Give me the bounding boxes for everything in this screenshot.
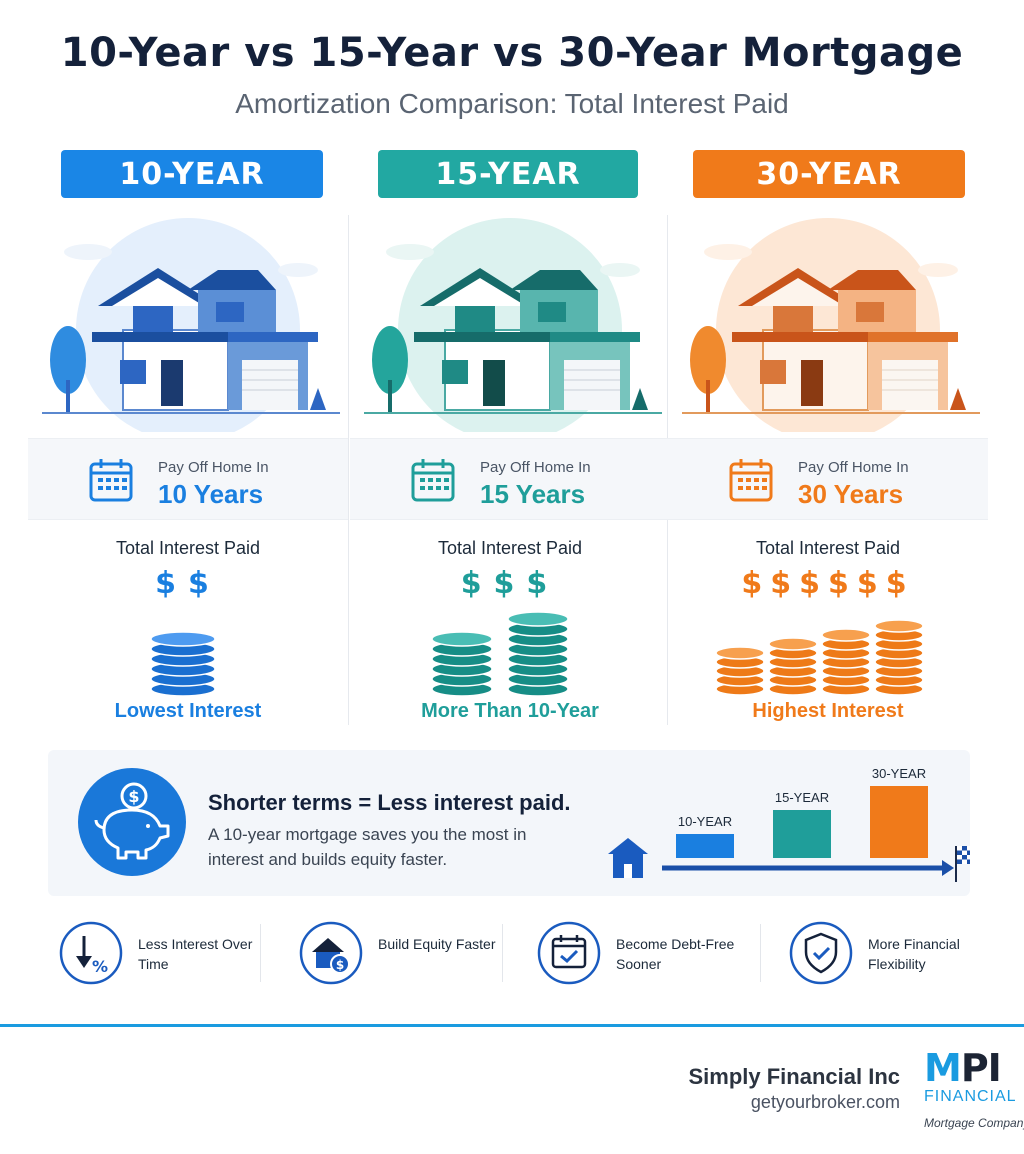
payoff-label: Pay Off Home In <box>158 459 269 476</box>
chart-bar-label: 30-YEAR <box>872 766 926 781</box>
calendar-icon <box>411 459 455 502</box>
term-comparison-chart: 10-YEAR 15-YEAR 30-YEAR <box>608 750 977 896</box>
house-illustration <box>28 210 348 442</box>
benefit-divider <box>260 924 261 982</box>
calendar-icon <box>729 459 773 502</box>
verdict-text: More Than 10-Year <box>421 700 599 722</box>
summary-body: A 10-year mortgage saves you the most in… <box>208 825 527 869</box>
svg-text:$: $ <box>336 958 344 972</box>
benefit-label: Become Debt-Free Sooner <box>616 936 735 972</box>
coin-stacks <box>28 603 348 703</box>
summary-panel: $ Shorter terms = Less interest paid. A … <box>48 750 977 896</box>
verdict-text: Highest Interest <box>752 700 904 722</box>
chart-bar <box>870 786 928 858</box>
coin-stack <box>150 631 216 697</box>
footer-rule <box>0 1024 1024 1027</box>
column-10-year: 10-YEAR <box>28 148 348 738</box>
payoff-panel: Pay Off Home In 15 Years <box>350 438 670 520</box>
page-subtitle: Amortization Comparison: Total Interest … <box>235 88 789 119</box>
coin-stack <box>715 646 765 696</box>
benefit-flexibility: More Financial Flexibility <box>778 918 1008 988</box>
benefit-divider <box>760 924 761 982</box>
chart-bar-label: 15-YEAR <box>775 790 829 805</box>
down-arrow-percent-icon: % <box>59 921 123 985</box>
payoff-panel: Pay Off Home In 10 Years <box>28 438 348 520</box>
house-dollar-icon: $ <box>299 921 363 985</box>
coin-stack <box>431 631 493 697</box>
benefit-debt-free: Become Debt-Free Sooner <box>526 918 756 988</box>
coin-stack <box>821 628 871 696</box>
logo-sub: FINANCIAL <box>924 1088 1017 1105</box>
interest-label: Total Interest Paid <box>115 538 261 558</box>
logo-tagline: Mortgage Company <box>924 1116 1024 1130</box>
footer-brand: Simply Financial Inc getyourbroker.com <box>688 1064 900 1113</box>
coin-stack <box>768 637 818 696</box>
coin-stacks <box>350 603 670 703</box>
benefit-divider <box>502 924 503 982</box>
banner-15-year: 15-YEAR <box>378 150 638 198</box>
company-name: Simply Financial Inc <box>688 1064 900 1089</box>
benefit-build-equity: $ Build Equity Faster <box>288 918 518 988</box>
chart-bar-label: 10-YEAR <box>678 814 732 829</box>
benefit-label: Build Equity Faster <box>378 936 496 952</box>
shield-check-icon <box>789 921 853 985</box>
banner-10-year: 10-YEAR <box>61 150 323 198</box>
column-divider <box>348 215 349 725</box>
interest-label: Total Interest Paid <box>437 538 583 558</box>
svg-text:%: % <box>92 957 108 976</box>
summary-headline: Shorter terms = Less interest paid. <box>208 790 571 815</box>
piggy-bank-icon: $ <box>78 768 186 876</box>
coin-stacks <box>668 603 988 703</box>
coin-stack <box>874 619 924 696</box>
calendar-icon <box>89 459 133 502</box>
company-url[interactable]: getyourbroker.com <box>750 1092 900 1112</box>
chart-bar <box>676 834 734 858</box>
house-illustration <box>350 210 670 442</box>
company-logo: MPI FINANCIAL Mortgage Company <box>922 1046 1024 1136</box>
house-icon <box>608 838 648 878</box>
verdict-text: Lowest Interest <box>114 700 262 722</box>
calendar-check-icon <box>537 921 601 985</box>
column-30-year: 30-YEAR <box>668 148 988 738</box>
payoff-years: 10 Years <box>158 479 264 509</box>
dollar-signs: $$$ <box>460 566 560 601</box>
interest-label: Total Interest Paid <box>755 538 901 558</box>
logo-mark: MPI <box>924 1046 1002 1090</box>
banner-30-year: 30-YEAR <box>693 150 965 198</box>
benefit-label: More Financial Flexibility <box>868 936 960 972</box>
column-15-year: 15-YEAR <box>350 148 670 738</box>
payoff-label: Pay Off Home In <box>480 459 591 476</box>
payoff-label: Pay Off Home In <box>798 459 909 476</box>
dollar-signs: $$$$$$ <box>741 566 915 601</box>
benefit-less-interest: % Less Interest Over Time <box>48 918 278 988</box>
checkered-flag-icon <box>955 846 977 882</box>
coin-stack <box>507 611 569 697</box>
payoff-panel: Pay Off Home In 30 Years <box>668 438 988 520</box>
chart-bar <box>773 810 831 858</box>
payoff-years: 30 Years <box>798 479 904 509</box>
benefit-label: Less Interest Over Time <box>138 936 253 972</box>
benefits-row: % Less Interest Over Time $ Build Equity… <box>48 918 978 988</box>
dollar-signs: $$ <box>155 566 221 601</box>
page-title: 10-Year vs 15-Year vs 30-Year Mortgage <box>60 30 964 76</box>
svg-text:$: $ <box>128 787 139 806</box>
payoff-years: 15 Years <box>480 479 586 509</box>
house-illustration <box>668 210 988 442</box>
